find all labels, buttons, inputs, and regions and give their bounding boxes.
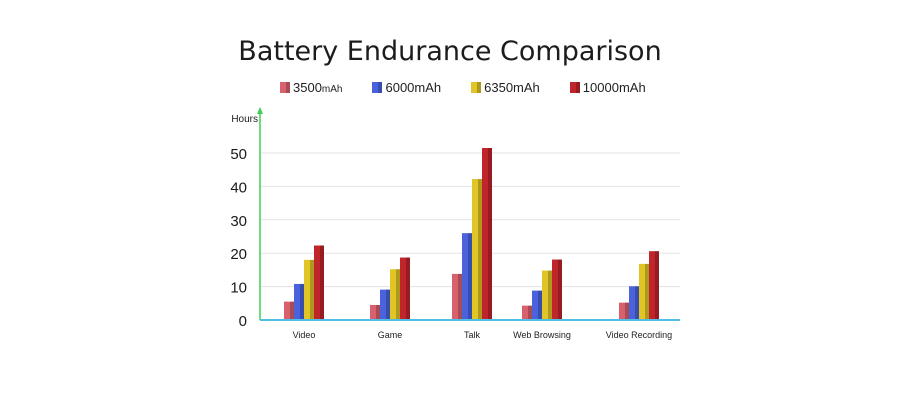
bar-shade	[625, 302, 629, 320]
bar-shade	[635, 286, 639, 320]
bar-shade	[300, 283, 304, 320]
bar	[452, 273, 462, 320]
y-tick-label: 10	[230, 280, 247, 297]
legend-item-6000mah: 6000mAh	[372, 80, 441, 95]
bar-shade	[468, 233, 472, 320]
bar	[380, 289, 390, 320]
legend-swatch-6000mah	[372, 81, 383, 93]
x-tick-label: Video	[293, 330, 316, 340]
bar-shade	[558, 259, 562, 320]
bar	[284, 301, 294, 320]
bar-shade	[386, 289, 390, 320]
bar	[619, 302, 629, 320]
bar-shade	[406, 257, 410, 320]
bar-shade	[645, 263, 649, 320]
y-axis-arrow	[257, 107, 263, 114]
bar	[314, 245, 324, 320]
chart-title: Battery Endurance Comparison	[238, 36, 662, 67]
legend-label-10000mah: 10000mAh	[582, 79, 646, 95]
x-tick-label: Talk	[464, 330, 481, 340]
y-tick-label: 40	[230, 179, 247, 196]
bar	[370, 304, 380, 320]
legend-label-3500mah: 3500mAh	[293, 79, 343, 95]
bar	[472, 179, 482, 320]
legend-label-6350mah: 6350mAh	[484, 79, 540, 95]
bar	[390, 269, 400, 320]
bar	[649, 251, 659, 320]
legend-swatch-6350mah	[471, 81, 482, 93]
x-tick-label: Web Browsing	[513, 330, 571, 340]
legend-item-3500mah: 3500mAh	[280, 80, 342, 95]
bar-shade	[655, 251, 659, 320]
y-tick-label: 0	[239, 313, 247, 330]
legend-item-10000mah: 10000mAh	[569, 79, 646, 95]
bar	[542, 270, 552, 320]
bar-shade	[376, 304, 380, 320]
bar-shade	[320, 245, 324, 320]
bar	[462, 233, 472, 320]
bar-shade	[548, 270, 552, 320]
y-tick-label: 50	[230, 146, 247, 163]
bar	[629, 286, 639, 320]
bar-shade	[478, 179, 482, 320]
bar-shade	[290, 301, 294, 320]
legend-swatch-10000mah	[569, 81, 580, 93]
bar-shade	[528, 305, 532, 320]
bar	[294, 283, 304, 320]
y-tick-label: 20	[230, 246, 247, 263]
bar-shade	[538, 290, 542, 320]
legend-item-6350mah: 6350mAh	[471, 80, 540, 95]
bar	[552, 259, 562, 320]
bar	[532, 290, 542, 320]
bar	[639, 263, 649, 320]
bar	[304, 259, 314, 320]
legend-swatch-3500mah	[280, 81, 290, 93]
y-tick-label: 30	[230, 213, 247, 230]
y-axis-label: Hours	[231, 114, 258, 125]
bar	[482, 147, 492, 320]
bar	[400, 257, 410, 320]
x-tick-label: Game	[378, 330, 403, 340]
bar-shade	[310, 259, 314, 320]
bar-shade	[396, 269, 400, 320]
chart-legend: 3500mAh 6000mAh 6350mAh 10000mAh	[280, 77, 676, 97]
bar-shade	[488, 147, 492, 320]
legend-label-6000mah: 6000mAh	[385, 79, 442, 95]
bar-shade	[458, 273, 462, 320]
bar	[522, 305, 532, 320]
x-tick-label: Video Recording	[606, 330, 672, 340]
